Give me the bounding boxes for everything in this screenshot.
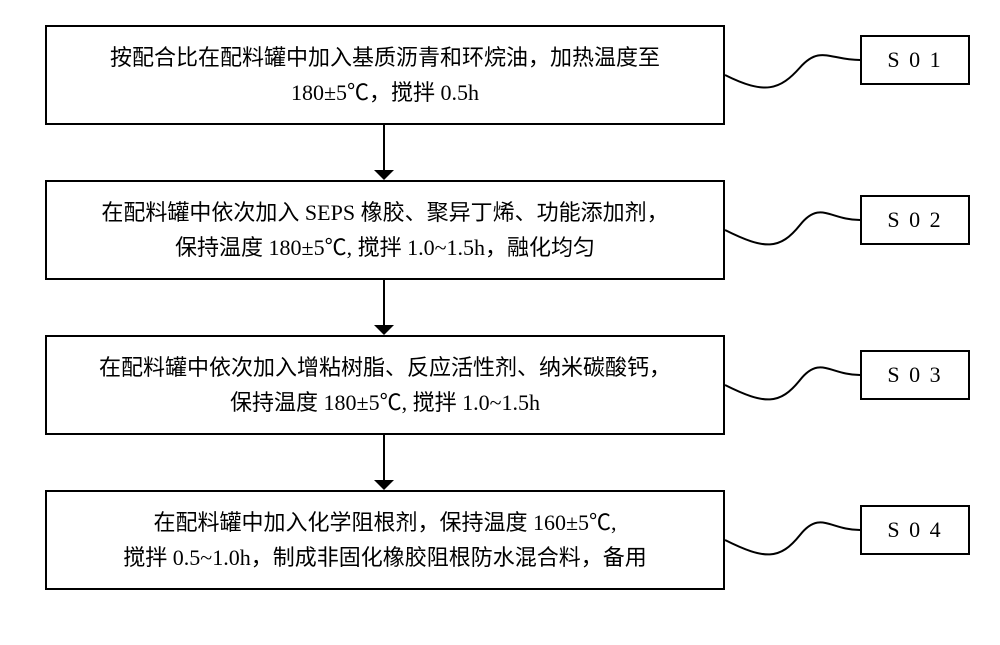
arrow-line-2 <box>383 435 385 480</box>
step-box-s04: 在配料罐中加入化学阻根剂，保持温度 160±5℃,搅拌 0.5~1.0h，制成非… <box>45 490 725 590</box>
step-label-s02: S 0 2 <box>860 195 970 245</box>
arrow-head-1 <box>374 325 394 335</box>
step-s01-line1: 按配合比在配料罐中加入基质沥青和环烷油，加热温度至 <box>110 40 660 75</box>
arrow-line-1 <box>383 280 385 325</box>
step-box-s02: 在配料罐中依次加入 SEPS 橡胶、聚异丁烯、功能添加剂，保持温度 180±5℃… <box>45 180 725 280</box>
step-box-s03: 在配料罐中依次加入增粘树脂、反应活性剂、纳米碳酸钙，保持温度 180±5℃, 搅… <box>45 335 725 435</box>
step-s02-line2: 保持温度 180±5℃, 搅拌 1.0~1.5h，融化均匀 <box>175 230 595 265</box>
step-label-s01: S 0 1 <box>860 35 970 85</box>
step-label-s03: S 0 3 <box>860 350 970 400</box>
step-s04-line2: 搅拌 0.5~1.0h，制成非固化橡胶阻根防水混合料，备用 <box>123 540 646 575</box>
step-s04-line1: 在配料罐中加入化学阻根剂，保持温度 160±5℃, <box>153 505 616 540</box>
arrow-head-2 <box>374 480 394 490</box>
step-s03-line1: 在配料罐中依次加入增粘树脂、反应活性剂、纳米碳酸钙， <box>99 350 671 385</box>
step-s03-line2: 保持温度 180±5℃, 搅拌 1.0~1.5h <box>230 385 540 420</box>
step-s02-line1: 在配料罐中依次加入 SEPS 橡胶、聚异丁烯、功能添加剂， <box>101 195 668 230</box>
arrow-line-0 <box>383 125 385 170</box>
step-box-s01: 按配合比在配料罐中加入基质沥青和环烷油，加热温度至180±5℃，搅拌 0.5h <box>45 25 725 125</box>
arrow-head-0 <box>374 170 394 180</box>
flowchart-canvas: 按配合比在配料罐中加入基质沥青和环烷油，加热温度至180±5℃，搅拌 0.5h S… <box>0 0 1000 645</box>
step-s01-line2: 180±5℃，搅拌 0.5h <box>291 75 479 110</box>
step-label-s04: S 0 4 <box>860 505 970 555</box>
